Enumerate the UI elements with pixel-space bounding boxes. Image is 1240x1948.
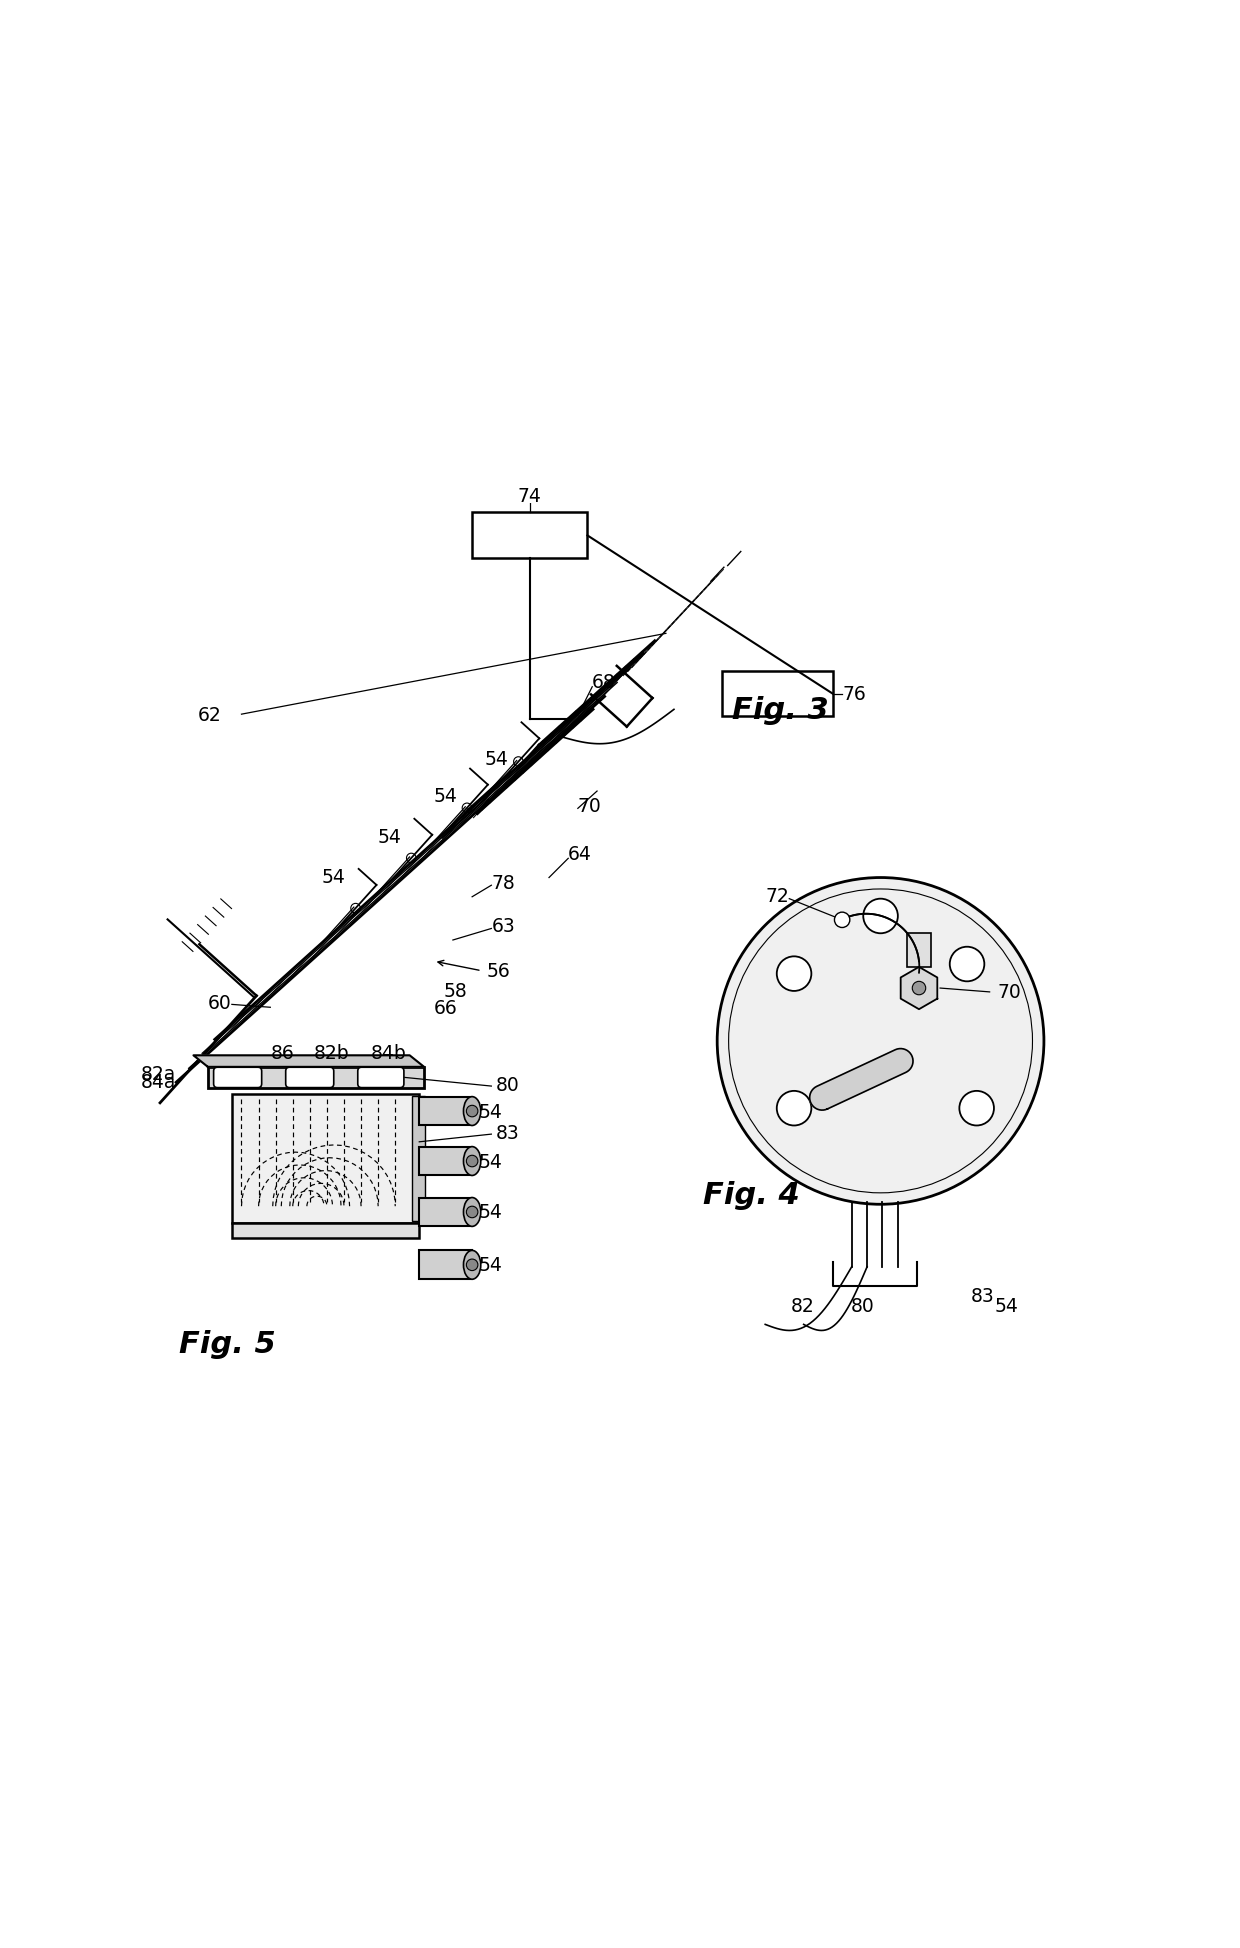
Text: 54: 54: [994, 1295, 1019, 1315]
Text: 63: 63: [491, 918, 515, 935]
Text: 54: 54: [485, 750, 508, 769]
Text: 54: 54: [479, 1151, 502, 1171]
Text: 54: 54: [378, 828, 402, 845]
Text: 54: 54: [479, 1202, 502, 1221]
FancyBboxPatch shape: [213, 1068, 262, 1089]
Text: 84b: 84b: [371, 1044, 407, 1062]
Text: 83: 83: [496, 1124, 520, 1142]
Ellipse shape: [464, 1147, 481, 1177]
Circle shape: [776, 1091, 811, 1126]
Text: 86: 86: [270, 1044, 294, 1062]
Circle shape: [863, 900, 898, 933]
Ellipse shape: [464, 1097, 481, 1126]
Text: 58: 58: [444, 982, 467, 1001]
Circle shape: [835, 914, 849, 927]
Text: 82: 82: [791, 1295, 815, 1315]
Circle shape: [466, 1206, 477, 1218]
Polygon shape: [193, 1056, 424, 1068]
Text: 74: 74: [518, 487, 542, 505]
Bar: [908, 933, 930, 968]
Text: 64: 64: [568, 845, 593, 863]
Text: Fig. 4: Fig. 4: [703, 1180, 800, 1210]
Text: 54: 54: [434, 787, 458, 806]
Text: 54: 54: [479, 1256, 502, 1274]
Text: 56: 56: [486, 962, 511, 980]
Text: 84a: 84a: [140, 1073, 176, 1091]
Bar: [419, 1097, 472, 1126]
Text: 54: 54: [479, 1103, 502, 1120]
Bar: [419, 1198, 472, 1227]
Bar: [419, 1147, 472, 1177]
Bar: [472, 512, 588, 559]
Circle shape: [950, 947, 985, 982]
Text: 76: 76: [842, 684, 866, 703]
Text: Fig. 3: Fig. 3: [732, 695, 828, 725]
Circle shape: [466, 1106, 477, 1118]
Ellipse shape: [464, 1198, 481, 1227]
Circle shape: [466, 1260, 477, 1270]
Circle shape: [960, 1091, 994, 1126]
Text: Fig. 5: Fig. 5: [179, 1329, 275, 1358]
Text: 80: 80: [851, 1295, 875, 1315]
Text: 70: 70: [578, 797, 601, 816]
FancyBboxPatch shape: [285, 1068, 334, 1089]
Bar: [208, 1068, 424, 1089]
Polygon shape: [900, 968, 937, 1009]
Bar: [232, 1223, 419, 1239]
FancyBboxPatch shape: [358, 1068, 404, 1089]
Text: 83: 83: [971, 1286, 994, 1305]
Text: 82b: 82b: [314, 1044, 350, 1062]
Text: 72: 72: [765, 886, 789, 906]
Text: 54: 54: [322, 867, 346, 886]
Text: 82a: 82a: [140, 1064, 176, 1083]
Bar: [412, 1097, 425, 1221]
Text: 68: 68: [593, 674, 616, 692]
Text: 78: 78: [491, 873, 515, 892]
Circle shape: [776, 956, 811, 992]
Text: 62: 62: [198, 705, 222, 725]
Text: 66: 66: [434, 997, 458, 1017]
Text: 80: 80: [496, 1075, 520, 1095]
Bar: [232, 1095, 419, 1223]
Circle shape: [913, 982, 926, 995]
Ellipse shape: [464, 1251, 481, 1280]
Bar: [722, 672, 832, 717]
Bar: [419, 1251, 472, 1280]
Text: 60: 60: [208, 993, 232, 1013]
Text: 70: 70: [998, 984, 1022, 1001]
Circle shape: [466, 1155, 477, 1167]
Polygon shape: [717, 879, 1044, 1204]
Polygon shape: [810, 1050, 913, 1110]
